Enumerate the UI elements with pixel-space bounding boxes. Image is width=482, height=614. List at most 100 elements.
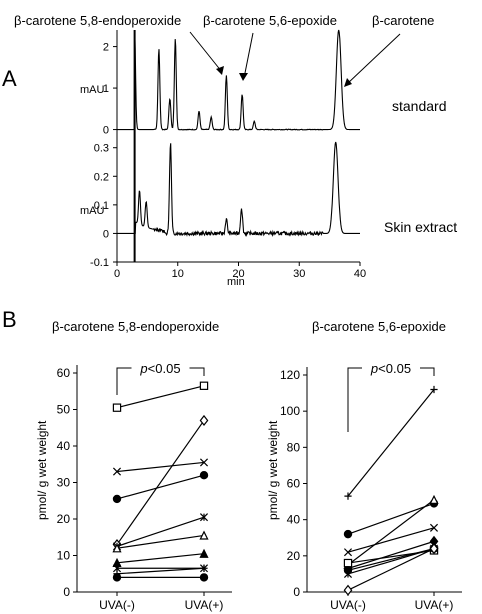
y-tick-label: 0 [63, 585, 70, 599]
point-marker [112, 403, 122, 412]
y-tick-label: 0.2 [94, 171, 109, 183]
y-tick-label: 0 [103, 125, 109, 137]
point-marker [112, 543, 122, 553]
plot-epoxide-title: β-carotene 5,6-epoxide [312, 319, 446, 334]
point-marker [343, 529, 353, 539]
series-line [116, 516, 205, 547]
y-tick-label: 1 [103, 83, 109, 95]
point-marker [343, 558, 353, 568]
y-tick-label: 80 [287, 440, 301, 454]
point-marker [429, 494, 439, 504]
point-marker [430, 385, 438, 394]
p-value-label: p<0.05 [370, 361, 411, 376]
p-threshold: <0.05 [378, 361, 411, 376]
trace-label-standard: standard [392, 98, 446, 114]
skin-ticks: -0.1 0 0.1 0.2 0.3 0 10 20 30 40 [90, 142, 366, 280]
point-marker [343, 548, 353, 557]
plot-epoxide: β-carotene 5,6-epoxide 0 20 40 60 80 100 120 UV… [280, 319, 462, 612]
standard-y-ticks: 0 1 2 [103, 30, 136, 142]
x-tick-label: 30 [293, 268, 305, 280]
series-line [347, 502, 435, 535]
arrowhead-carotene [344, 78, 352, 87]
arrow-carotene [346, 33, 401, 85]
series-line [116, 385, 205, 409]
plot-endoperoxide-ylabel: pmol/ g wet weight [35, 420, 49, 520]
x-tick-label: UVA(-) [99, 598, 135, 612]
arrowhead-epoxide [239, 73, 248, 81]
y-tick-label: 0.3 [94, 143, 109, 155]
significance-bracket [347, 367, 435, 432]
skin-ylabel: mAU [80, 205, 105, 217]
y-tick-label: 0.1 [94, 200, 109, 212]
x-tick-label: 10 [172, 268, 184, 280]
series-line [347, 389, 435, 497]
series-line [347, 548, 435, 571]
standard-ylabel: mAU [80, 84, 105, 96]
series-line [116, 534, 205, 549]
p-threshold: <0.05 [148, 361, 181, 376]
point-marker [112, 494, 122, 504]
chromatogram-xlabel: min [227, 276, 245, 288]
point-marker [343, 584, 353, 596]
point-marker [199, 573, 209, 582]
y-tick-label: 30 [57, 476, 71, 490]
annotation-carotene: β-carotene [372, 13, 434, 28]
series-line [347, 548, 435, 591]
p-value-label: p<0.05 [139, 361, 180, 376]
y-tick-label: 10 [57, 549, 71, 563]
p-symbol: p [370, 361, 378, 376]
x-tick-label: UVA(+) [415, 598, 454, 612]
p-label-bg [131, 360, 190, 376]
plot-epoxide-ylabel: pmol/ g wet weight [266, 420, 280, 520]
point-marker [199, 530, 209, 540]
p-label-bg [362, 360, 420, 376]
series-line [116, 420, 205, 545]
y-tick-label: 20 [287, 549, 301, 563]
point-marker [200, 564, 208, 572]
point-marker [112, 467, 122, 476]
y-tick-label: 60 [57, 366, 71, 380]
panel-b-label: B [2, 307, 17, 332]
y-tick-label: 100 [280, 404, 300, 418]
series-line [116, 567, 205, 575]
y-tick-label: 20 [57, 512, 71, 526]
plot-endoperoxide: β-carotene 5,8-endoperoxide 0 10 20 30 40 50 6… [52, 319, 232, 612]
y-tick-label: 40 [287, 513, 301, 527]
y-tick-label: 2 [103, 42, 109, 54]
point-marker [199, 414, 209, 427]
chromatogram-skin: -0.1 0 0.1 0.2 0.3 0 10 20 30 40 mAU min Skin ext… [80, 141, 457, 288]
panel-a-label: A [2, 66, 17, 91]
point-marker [112, 573, 122, 582]
x-tick-label: UVA(-) [330, 598, 366, 612]
y-tick-label: 40 [57, 439, 71, 453]
y-tick-label: 120 [280, 368, 300, 382]
arrowheads [216, 66, 352, 87]
x-tick-label: 0 [114, 268, 120, 280]
series-line [347, 540, 435, 570]
standard-trace [117, 29, 360, 131]
annotation-arrows [189, 31, 401, 85]
annotation-epoxide: β-carotene 5,6-epoxide [203, 13, 337, 28]
series-line [347, 499, 435, 566]
arrow-endoperoxide [189, 31, 223, 73]
arrowhead-endoperoxide [216, 66, 224, 75]
y-tick-label: -0.1 [90, 257, 109, 269]
point-marker [199, 471, 209, 480]
point-marker [199, 381, 209, 390]
series-line [116, 474, 205, 500]
point-marker [343, 566, 353, 575]
point-marker [429, 543, 439, 555]
point-marker [429, 523, 439, 532]
y-tick-label: 50 [57, 403, 71, 417]
series-line [347, 527, 435, 553]
x-tick-label: 40 [354, 268, 366, 280]
arrow-epoxide [243, 32, 254, 79]
point-marker [199, 458, 209, 467]
x-tick-label: 20 [232, 268, 244, 280]
y-tick-label: 60 [287, 477, 301, 491]
x-tick-label: UVA(+) [185, 598, 224, 612]
series-line [116, 553, 205, 564]
point-marker [199, 513, 209, 522]
p-symbol: p [139, 361, 147, 376]
